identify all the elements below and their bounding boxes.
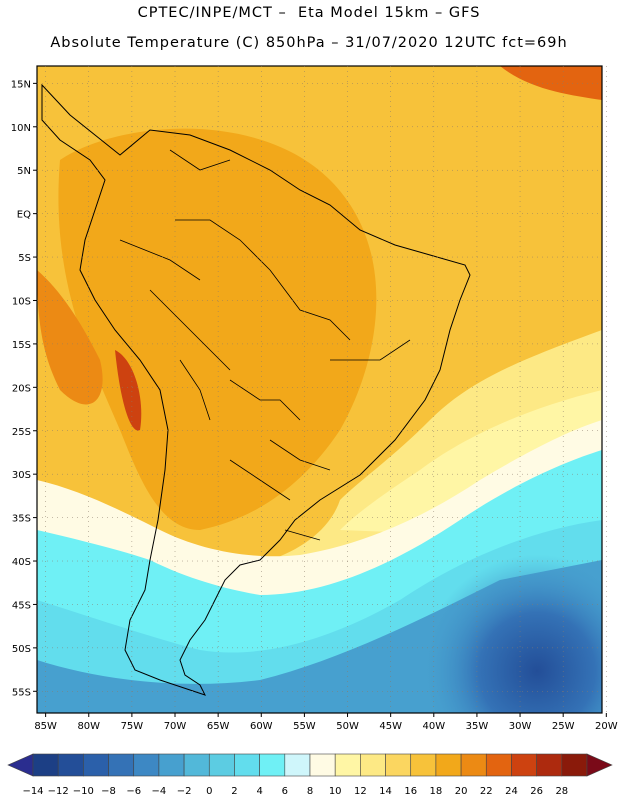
colorbar-bin — [158, 753, 185, 777]
lat-label: 50S — [12, 644, 31, 655]
lon-label: 50W — [336, 721, 359, 732]
hot-spot-atacama — [115, 350, 142, 431]
hot-spot-northeast — [500, 66, 602, 100]
colorbar-label: 18 — [430, 786, 443, 797]
lat-label: EQ — [17, 210, 31, 221]
colorbar: −14 −12 −10 −8 −6 −4 −2 0 2 4 6 8 10 12 14 16 18 20 22 24 26… — [7, 753, 613, 797]
map-frame — [36, 65, 603, 714]
colorbar-bin — [234, 753, 260, 777]
colorbar-bin — [259, 753, 286, 777]
colorbar-label: 6 — [282, 786, 288, 797]
lat-label: 40S — [12, 557, 31, 568]
lon-label: 30W — [509, 721, 532, 732]
lon-label: 75W — [121, 721, 144, 732]
colorbar-bin — [435, 753, 462, 777]
colorbar-bin — [385, 753, 412, 777]
colorbar-bin — [284, 753, 311, 777]
lat-label: 30S — [12, 470, 31, 481]
colorbar-bin — [410, 753, 437, 777]
colorbar-label: 24 — [505, 786, 518, 797]
colorbar-min-arrow — [7, 753, 34, 777]
colorbar-bin — [360, 753, 386, 777]
lat-label: 10S — [12, 296, 31, 307]
lat-label: 45S — [12, 600, 31, 611]
colorbar-label: 26 — [530, 786, 543, 797]
longitude-axis: 85W 80W 75W 70W 65W 60W 55W 50W 45W 40W 35W 30W 25W 2… — [34, 713, 618, 732]
lon-label: 65W — [207, 721, 230, 732]
lon-label: 45W — [379, 721, 402, 732]
colorbar-label: 10 — [329, 786, 342, 797]
lon-label: 85W — [34, 721, 57, 732]
lat-label: 20S — [12, 383, 31, 394]
country-borders — [119, 149, 411, 541]
cold-core-atlantic — [370, 480, 602, 713]
lon-label: 55W — [293, 721, 316, 732]
colorbar-label: 28 — [555, 786, 568, 797]
colorbar-label: 16 — [404, 786, 417, 797]
colorbar-label: −14 — [22, 786, 43, 797]
lon-label: 70W — [164, 721, 187, 732]
colorbar-bin — [183, 753, 210, 777]
colorbar-max-arrow — [586, 753, 613, 777]
lat-label: 10N — [11, 123, 31, 134]
lat-label: 5N — [17, 166, 31, 177]
colorbar-bin — [334, 753, 361, 777]
lon-label: 20W — [595, 721, 618, 732]
colorbar-bin — [57, 753, 84, 777]
lon-label: 80W — [77, 721, 100, 732]
colorbar-bin — [511, 753, 537, 777]
colorbar-bin — [32, 753, 59, 777]
colorbar-label: −6 — [126, 786, 141, 797]
colorbar-label: 20 — [455, 786, 468, 797]
colorbar-bin — [133, 753, 160, 777]
lon-label: 35W — [466, 721, 489, 732]
colorbar-label: 2 — [231, 786, 237, 797]
transition-band — [37, 420, 602, 605]
lat-label: 5S — [18, 253, 31, 264]
colorbar-bin — [460, 753, 487, 777]
lat-label: 15S — [12, 340, 31, 351]
lon-label: 40W — [422, 721, 445, 732]
colorbar-label: −2 — [177, 786, 192, 797]
lon-label: 60W — [250, 721, 273, 732]
warm-field-pacific — [37, 270, 103, 405]
lat-label: 15N — [11, 79, 31, 90]
temperature-map: 15N 10N 5N EQ 5S 10S 15S 20S 25S 30S 35S 40S 45S 50S 5… — [11, 65, 618, 732]
colorbar-label: −12 — [48, 786, 69, 797]
colorbar-label: 14 — [379, 786, 392, 797]
colorbar-label: 4 — [256, 786, 262, 797]
colorbar-label: 0 — [206, 786, 212, 797]
map-subtitle: Absolute Temperature (C) 850hPa – 31/07/… — [50, 35, 568, 51]
colorbar-label: −10 — [73, 786, 94, 797]
map-title: CPTEC/INPE/MCT – Eta Model 15km – GFS — [137, 5, 481, 21]
south-america-coastline — [41, 83, 471, 696]
colorbar-label: 22 — [480, 786, 493, 797]
colorbar-bin — [536, 753, 563, 777]
colorbar-label: −8 — [101, 786, 116, 797]
colorbar-bin — [485, 753, 512, 777]
colorbar-label: 8 — [307, 786, 313, 797]
colorbar-bin — [309, 753, 336, 777]
latitude-axis: 15N 10N 5N EQ 5S 10S 15S 20S 25S 30S 35S 40S 45S 50S 5… — [11, 79, 37, 698]
lat-label: 35S — [12, 514, 31, 525]
colorbar-bin — [208, 753, 235, 777]
colorbar-label: 12 — [354, 786, 367, 797]
lat-label: 55S — [12, 687, 31, 698]
lat-label: 25S — [12, 427, 31, 438]
colorbar-bin — [561, 753, 588, 777]
lon-label: 25W — [552, 721, 575, 732]
colorbar-bin — [83, 753, 109, 777]
colorbar-bin — [108, 753, 135, 777]
colorbar-label: −4 — [152, 786, 167, 797]
graticule — [37, 66, 607, 713]
